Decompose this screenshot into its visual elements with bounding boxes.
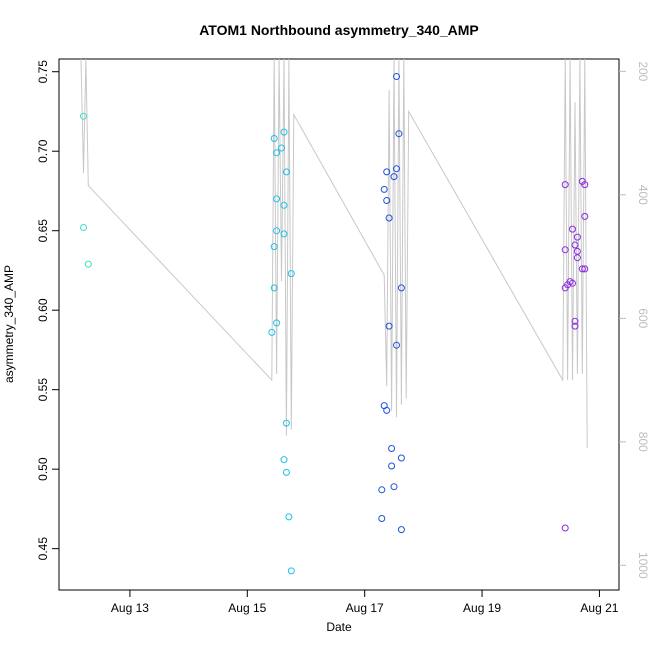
data-point: [581, 212, 589, 220]
data-point: [273, 227, 281, 235]
data-point: [280, 230, 288, 238]
plot-area-frame: [58, 58, 620, 591]
y-right-tick-label: 600: [636, 308, 650, 328]
data-point: [390, 483, 398, 491]
data-point: [378, 486, 386, 494]
data-point: [397, 526, 405, 534]
data-point: [282, 168, 290, 176]
x-axis-label: Date: [326, 620, 352, 634]
data-point: [278, 144, 285, 152]
data-point: [569, 225, 576, 233]
data-point: [573, 254, 581, 262]
data-point: [397, 284, 405, 292]
x-tick-label: Aug 13: [111, 601, 149, 615]
y-tick-label: 0.60: [36, 298, 50, 322]
data-point: [383, 197, 391, 204]
data-point: [383, 406, 391, 414]
data-point: [573, 247, 581, 255]
y-axis-right: 200 400 600 800 1000: [619, 61, 650, 579]
line-series-path: [80, 58, 588, 449]
y-axis-label: asymmetry_340_AMP: [2, 265, 16, 383]
data-point: [561, 284, 569, 292]
data-point: [569, 279, 576, 287]
data-point: [388, 445, 396, 452]
data-point: [571, 241, 579, 249]
points-layer: [80, 73, 589, 575]
data-point: [393, 73, 400, 80]
data-point: [273, 319, 281, 327]
data-point: [80, 112, 87, 120]
data-point: [385, 322, 393, 330]
data-point: [273, 149, 281, 157]
data-point: [282, 468, 290, 476]
x-tick-label: Aug 15: [228, 601, 266, 615]
x-axis: Aug 13 Aug 15 Aug 17 Aug 19 Aug 21: [111, 590, 619, 615]
data-point: [268, 328, 276, 336]
data-point: [397, 454, 405, 462]
data-point: [581, 265, 589, 273]
data-point: [393, 341, 400, 349]
x-tick-label: Aug 19: [463, 601, 501, 615]
data-point: [282, 419, 290, 427]
data-point: [388, 462, 396, 470]
y-right-tick-label: 800: [636, 432, 650, 452]
y-right-tick-label: 1000: [636, 552, 650, 579]
y-right-tick-label: 200: [636, 61, 650, 81]
y-tick-label: 0.50: [36, 457, 50, 481]
data-point: [385, 214, 393, 222]
data-point: [270, 135, 278, 142]
y-right-tick-label: 400: [636, 185, 650, 205]
data-point: [573, 233, 581, 241]
data-point: [561, 246, 569, 254]
data-point: [571, 317, 579, 325]
y-tick-label: 0.70: [36, 139, 50, 163]
data-point: [378, 515, 386, 522]
data-point: [285, 513, 293, 521]
y-tick-label: 0.75: [36, 60, 50, 84]
data-point: [393, 165, 400, 173]
y-tick-label: 0.65: [36, 219, 50, 243]
data-point: [280, 128, 288, 136]
data-point: [270, 243, 278, 251]
data-point: [395, 130, 403, 138]
y-axis-left: 0.45 0.50 0.55 0.60 0.65 0.70 0.75: [36, 60, 59, 561]
data-point: [287, 567, 295, 575]
data-point: [571, 322, 579, 330]
data-point: [273, 195, 281, 203]
y-tick-label: 0.55: [36, 378, 50, 402]
data-point: [380, 185, 388, 193]
data-point: [561, 524, 569, 532]
data-point: [270, 284, 278, 292]
y-tick-label: 0.45: [36, 537, 50, 561]
data-point: [578, 265, 586, 273]
data-point: [280, 456, 288, 464]
data-point: [561, 181, 569, 189]
data-point: [80, 224, 87, 231]
x-tick-label: Aug 21: [580, 601, 618, 615]
x-tick-label: Aug 17: [346, 601, 384, 615]
data-point: [581, 181, 589, 189]
data-point: [84, 260, 92, 268]
data-point: [383, 168, 391, 176]
data-point: [280, 201, 288, 209]
chart-title: ATOM1 Northbound asymmetry_340_AMP: [199, 22, 479, 38]
data-point: [390, 173, 398, 181]
data-point: [287, 270, 295, 278]
line-series-layer: [80, 58, 588, 449]
